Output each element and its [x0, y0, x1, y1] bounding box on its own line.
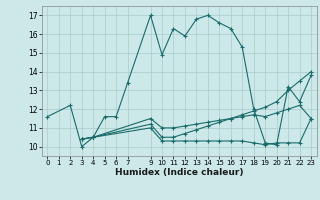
X-axis label: Humidex (Indice chaleur): Humidex (Indice chaleur): [115, 168, 244, 177]
